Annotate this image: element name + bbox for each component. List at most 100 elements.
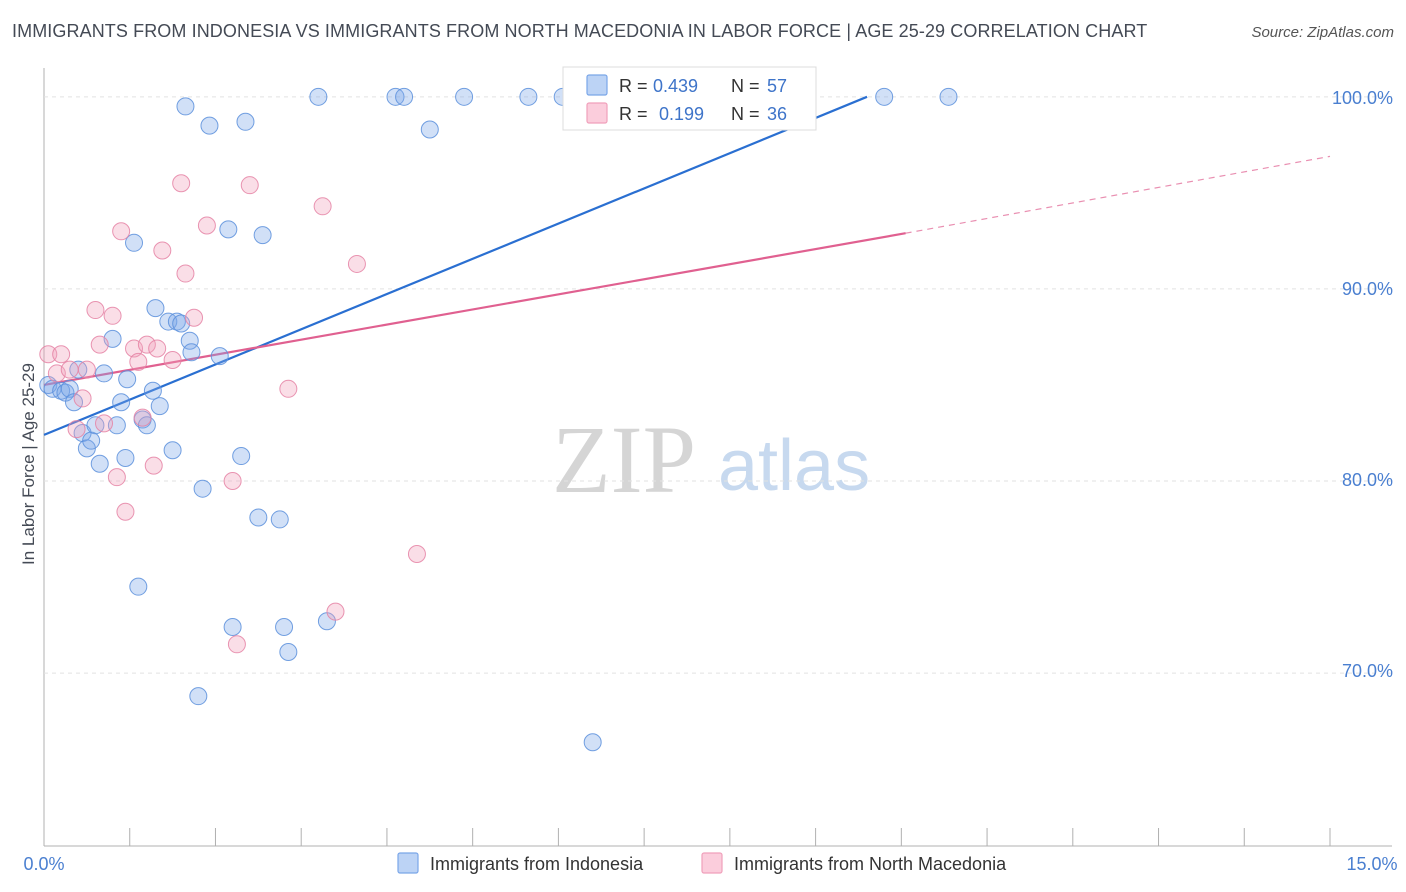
point-north-macedonia-5 (73, 389, 92, 408)
point-north-macedonia-24 (185, 308, 204, 327)
point-indonesia-37 (223, 618, 242, 637)
series-legend: Immigrants from Indonesia Immigrants fro… (397, 852, 1007, 874)
point-north-macedonia-6 (77, 360, 96, 379)
point-north-macedonia-20 (153, 241, 172, 260)
legend-swatch-north-macedonia (586, 102, 608, 124)
legend-r-label-1: R = (619, 76, 648, 96)
point-indonesia-33 (193, 479, 212, 498)
point-indonesia-56 (939, 87, 958, 106)
point-indonesia-35 (210, 347, 229, 366)
point-indonesia-48 (395, 87, 414, 106)
point-indonesia-41 (253, 226, 272, 245)
point-indonesia-12 (95, 364, 114, 383)
bottom-legend-swatch-indonesia (397, 852, 419, 874)
point-indonesia-42 (270, 510, 289, 529)
point-indonesia-50 (455, 87, 474, 106)
point-north-macedonia-7 (86, 301, 105, 320)
legend-r-value-2: 0.199 (659, 104, 704, 124)
x-ticks (129, 828, 1331, 846)
point-indonesia-30 (180, 331, 199, 350)
point-north-macedonia-11 (107, 468, 126, 487)
point-indonesia-43 (275, 618, 294, 637)
point-north-macedonia-22 (172, 174, 191, 193)
trend-line-indonesia (43, 95, 868, 436)
bottom-legend-label-indonesia: Immigrants from Indonesia (430, 854, 644, 874)
point-north-macedonia-17 (137, 335, 156, 354)
point-north-macedonia-8 (90, 335, 109, 354)
point-indonesia-22 (143, 381, 162, 400)
point-indonesia-18 (125, 233, 144, 252)
point-north-macedonia-4 (67, 420, 86, 439)
point-indonesia-4 (60, 379, 79, 398)
point-north-macedonia-33 (407, 545, 426, 564)
point-north-macedonia-12 (112, 222, 131, 241)
source-credit: Source: ZipAtlas.com (1251, 24, 1394, 41)
point-north-macedonia-31 (326, 602, 345, 621)
y-tick-label-100: 100.0% (1332, 88, 1393, 108)
legend-swatch-indonesia (586, 74, 608, 96)
point-north-macedonia-26 (223, 472, 242, 491)
legend-r-label-2: R = (619, 104, 648, 124)
legend-n-label-2: N = (731, 104, 760, 124)
point-north-macedonia-19 (148, 339, 167, 358)
point-indonesia-16 (116, 448, 135, 467)
legend-n-label-1: N = (731, 76, 760, 96)
legend-r-value-1: 0.439 (653, 76, 698, 96)
point-indonesia-40 (249, 508, 268, 527)
y-tick-label-80: 80.0% (1342, 470, 1393, 490)
x-tick-label-min: 0.0% (23, 854, 64, 874)
point-indonesia-29 (176, 97, 195, 116)
point-north-macedonia-23 (176, 264, 195, 283)
point-indonesia-5 (65, 393, 84, 412)
point-indonesia-15 (112, 393, 131, 412)
bottom-legend-label-north-macedonia: Immigrants from North Macedonia (734, 854, 1007, 874)
point-north-macedonia-10 (103, 306, 122, 325)
point-indonesia-39 (236, 112, 255, 131)
point-north-macedonia-27 (227, 635, 246, 654)
legend-n-value-2: 36 (767, 104, 787, 124)
point-indonesia-19 (129, 577, 148, 596)
point-indonesia-32 (189, 687, 208, 706)
point-north-macedonia-32 (347, 254, 366, 273)
point-indonesia-17 (118, 370, 137, 389)
chart-title: IMMIGRANTS FROM INDONESIA VS IMMIGRANTS … (12, 21, 1148, 41)
point-indonesia-9 (82, 431, 101, 450)
point-indonesia-44 (279, 642, 298, 661)
bottom-legend-swatch-north-macedonia (701, 852, 723, 874)
trend-line-north-macedonia-extension (905, 155, 1331, 234)
point-indonesia-55 (875, 87, 894, 106)
point-indonesia-45 (309, 87, 328, 106)
watermark-zip: ZIP (552, 406, 696, 513)
y-tick-label-70: 70.0% (1342, 661, 1393, 681)
point-indonesia-23 (146, 299, 165, 318)
point-north-macedonia-21 (163, 350, 182, 369)
point-indonesia-36 (219, 220, 238, 239)
point-indonesia-34 (200, 116, 219, 135)
point-north-macedonia-15 (129, 352, 148, 371)
point-indonesia-49 (420, 120, 439, 139)
point-indonesia-38 (232, 447, 251, 466)
point-north-macedonia-28 (240, 176, 259, 195)
y-axis-label: In Labor Force | Age 25-29 (19, 363, 38, 565)
trend-lines (43, 95, 1331, 436)
watermark-atlas: atlas (718, 426, 870, 506)
point-indonesia-24 (150, 397, 169, 416)
point-indonesia-51 (519, 87, 538, 106)
point-north-macedonia-18 (144, 456, 163, 475)
data-points (39, 87, 958, 752)
correlation-legend: R = 0.439 N = 57 R = 0.199 N = 36 (562, 66, 817, 131)
point-north-macedonia-9 (95, 414, 114, 433)
point-indonesia-26 (163, 441, 182, 460)
point-north-macedonia-0 (39, 345, 58, 364)
point-north-macedonia-2 (52, 345, 71, 364)
point-north-macedonia-30 (313, 197, 332, 216)
point-north-macedonia-29 (279, 379, 298, 398)
y-tick-label-90: 90.0% (1342, 279, 1393, 299)
x-tick-label-max: 15.0% (1346, 854, 1397, 874)
point-indonesia-53 (583, 733, 602, 752)
legend-n-value-1: 57 (767, 76, 787, 96)
point-north-macedonia-13 (116, 502, 135, 521)
point-north-macedonia-25 (197, 216, 216, 235)
point-indonesia-11 (90, 454, 109, 473)
